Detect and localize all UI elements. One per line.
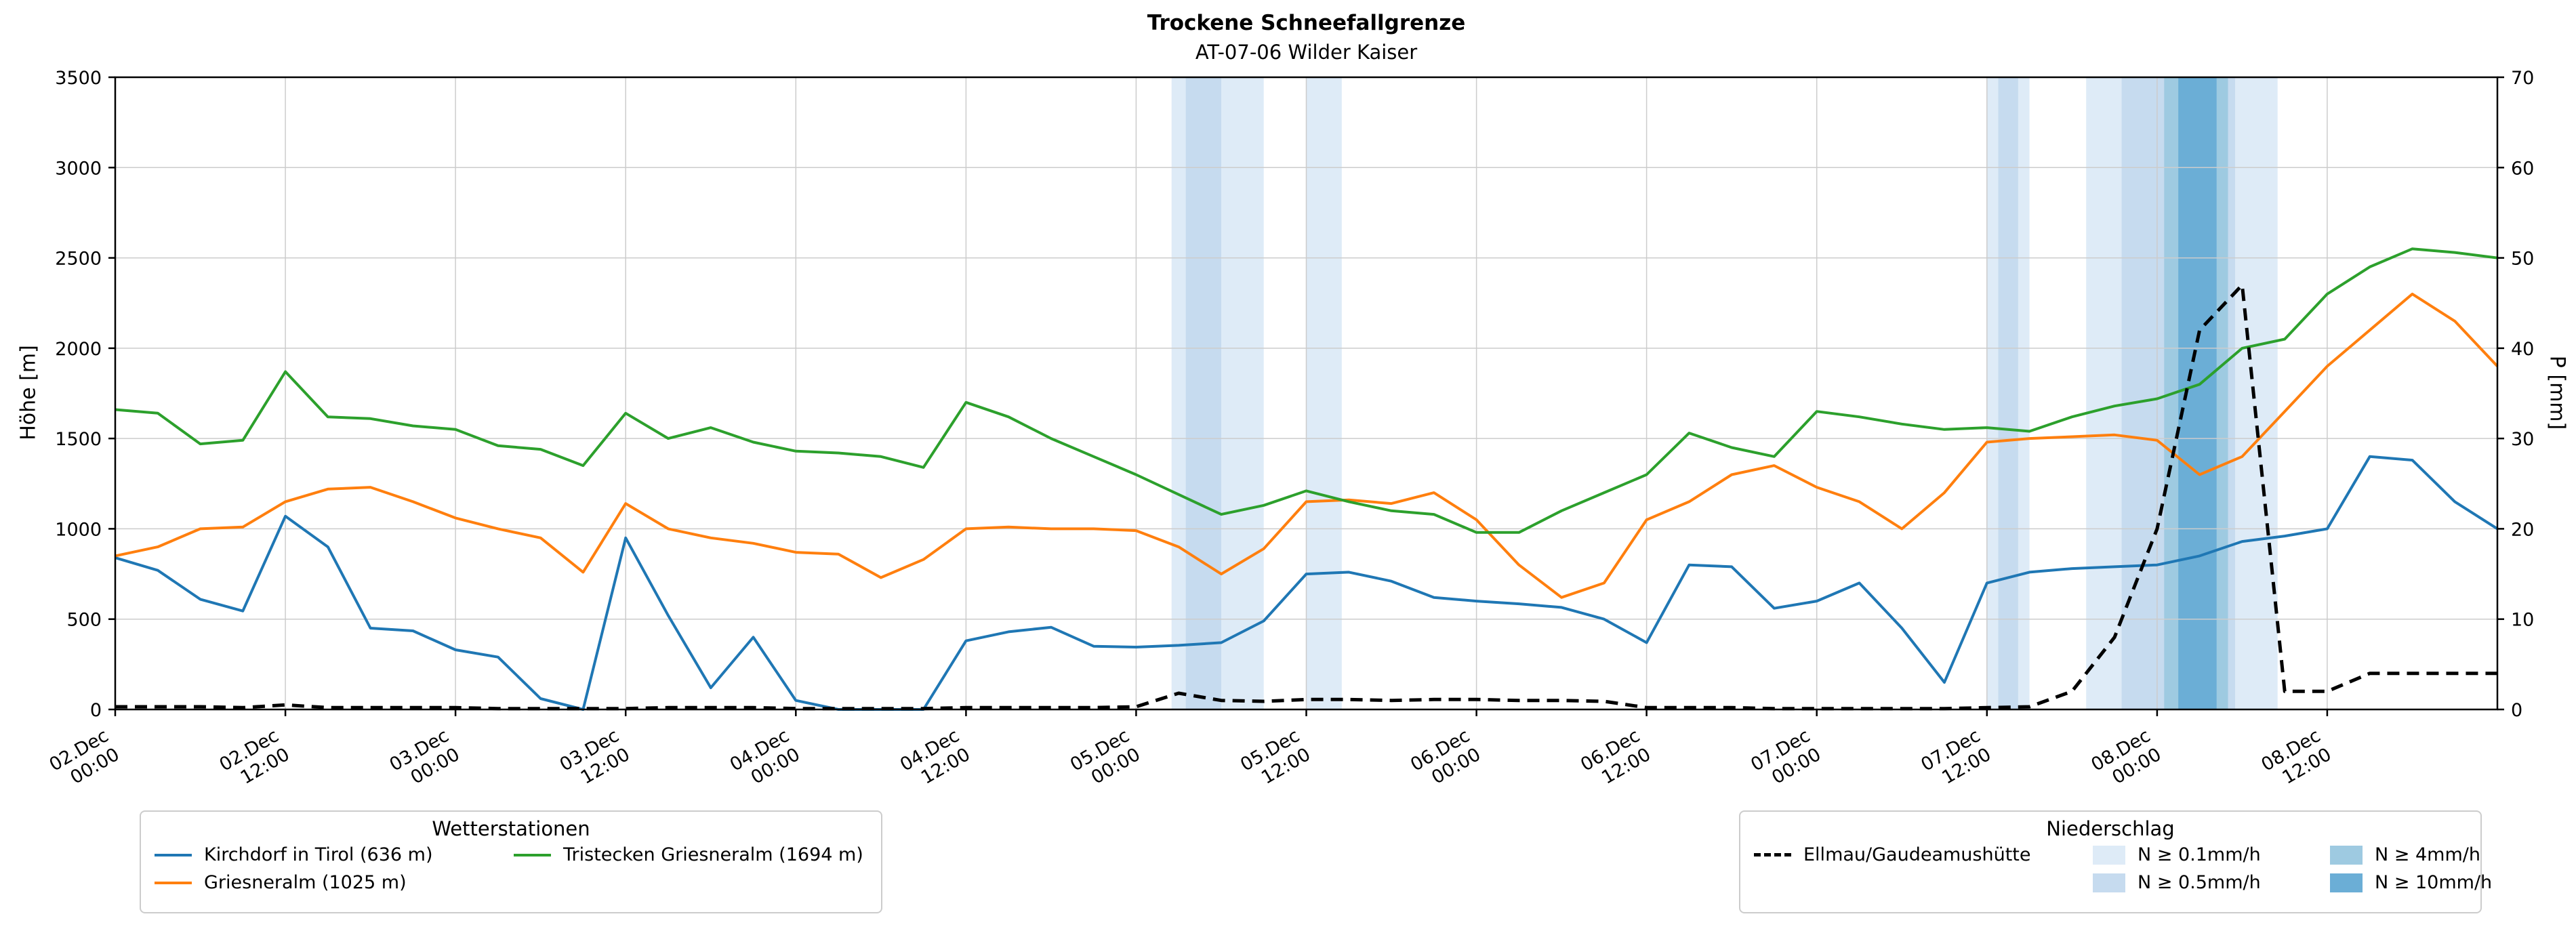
x-tick-label: 02.Dec00:00 — [46, 725, 123, 794]
series-line-0 — [115, 455, 2499, 711]
x-tick-label: 02.Dec12:00 — [216, 725, 293, 794]
x-tick-label: 08.Dec12:00 — [2257, 725, 2335, 794]
patch-swatch-n4 — [2330, 845, 2363, 865]
y-tick-label-right: 30 — [2511, 429, 2534, 450]
precip-band — [1306, 77, 1342, 709]
legend-stations-grid: Kirchdorf in Tirol (636 m) Griesneralm (… — [155, 844, 867, 893]
y-tick-label-right: 60 — [2511, 158, 2534, 179]
legend-item-n4: N ≥ 4mm/h — [2330, 844, 2499, 865]
legend-item-kirchdorf: Kirchdorf in Tirol (636 m) — [155, 844, 493, 865]
legend-precip-title: Niederschlag — [2046, 817, 2175, 840]
series-line-3 — [115, 283, 2497, 711]
patch-swatch-n10 — [2330, 873, 2363, 892]
y-tick-label-left: 2000 — [55, 339, 102, 360]
legend-item-n01: N ≥ 0.1mm/h — [2093, 844, 2310, 865]
legend-stations-title: Wetterstationen — [432, 817, 590, 840]
y-tick-label-left: 500 — [66, 610, 102, 631]
x-tick-label: 07.Dec00:00 — [1747, 725, 1824, 794]
x-tick-label: 06.Dec12:00 — [1577, 725, 1654, 794]
legend-label-ellmau: Ellmau/Gaudeamushütte — [1803, 844, 2031, 865]
y-tick-label-left: 2500 — [55, 249, 102, 270]
legend-precip: Niederschlag Ellmau/Gaudeamushütte N ≥ 0… — [1739, 810, 2492, 913]
y-tick-label-right: 50 — [2511, 249, 2534, 270]
x-tick-label: 05.Dec00:00 — [1067, 725, 1144, 794]
y-tick-label-right: 40 — [2511, 339, 2534, 360]
y-tick-label-left: 0 — [90, 700, 102, 721]
legend-label-griesneralm: Griesneralm (1025 m) — [204, 872, 407, 893]
y-tick-label-left: 3500 — [55, 68, 102, 89]
y-tick-label-left: 3000 — [55, 158, 102, 179]
precip-band — [2178, 77, 2217, 709]
legend-item-n05: N ≥ 0.5mm/h — [2093, 872, 2310, 893]
x-tick-label: 06.Dec00:00 — [1407, 725, 1484, 794]
chart-plot: 02.Dec00:00 02.Dec12:00 03.Dec00:00 03.Dec1… — [46, 68, 2535, 794]
legend-item-griesneralm: Griesneralm (1025 m) — [155, 872, 493, 893]
x-tick-label: 05.Dec12:00 — [1237, 725, 1314, 794]
x-tick-label: 04.Dec12:00 — [897, 725, 974, 794]
line-swatch-orange — [155, 881, 192, 884]
x-tick-label: 07.Dec12:00 — [1917, 725, 1995, 794]
legend-precip-grid: Ellmau/Gaudeamushütte N ≥ 0.1mm/h N ≥ 0.… — [1754, 844, 2492, 893]
patch-swatch-n05 — [2093, 873, 2125, 892]
legend-item-n10: N ≥ 10mm/h — [2330, 872, 2499, 893]
y-tick-label-right: 20 — [2511, 519, 2534, 540]
chart-subtitle: AT-07-06 Wilder Kaiser — [1195, 41, 1418, 64]
line-swatch-blue — [155, 853, 192, 856]
legend-label-n01: N ≥ 0.1mm/h — [2138, 844, 2261, 865]
y-tick-label-left: 1500 — [55, 429, 102, 450]
y-tick-label-right: 10 — [2511, 610, 2534, 631]
y-axis-label-right: P [mm] — [2545, 355, 2569, 430]
chart-title: Trockene Schneefallgrenze — [1147, 11, 1466, 35]
legend-label-n10: N ≥ 10mm/h — [2375, 872, 2493, 893]
y-tick-label-right: 0 — [2511, 700, 2522, 721]
x-tick-label: 08.Dec00:00 — [2087, 725, 2165, 794]
x-tick-label: 04.Dec00:00 — [727, 725, 804, 794]
legend-label-n05: N ≥ 0.5mm/h — [2138, 872, 2261, 893]
legend-label-kirchdorf: Kirchdorf in Tirol (636 m) — [204, 844, 433, 865]
x-tick-label: 03.Dec00:00 — [386, 725, 464, 794]
y-tick-label-left: 1000 — [55, 519, 102, 540]
legend-label-tristecken: Tristecken Griesneralm (1694 m) — [563, 844, 863, 865]
series-line-2 — [115, 247, 2498, 534]
y-tick-label-right: 70 — [2511, 68, 2534, 89]
legend-stations: Wetterstationen Kirchdorf in Tirol (636 … — [140, 810, 882, 913]
legend-label-n4: N ≥ 4mm/h — [2375, 844, 2480, 865]
precip-band — [1185, 77, 1221, 709]
patch-swatch-n01 — [2093, 845, 2125, 865]
x-tick-label: 03.Dec12:00 — [556, 725, 634, 794]
precip-band — [1998, 77, 2018, 709]
legend-item-tristecken: Tristecken Griesneralm (1694 m) — [514, 844, 880, 865]
series-line-1 — [115, 292, 2499, 599]
line-swatch-green — [514, 853, 551, 856]
dashed-line-swatch — [1754, 853, 1791, 856]
y-axis-label-left: Höhe [m] — [16, 345, 41, 440]
legend-item-ellmau: Ellmau/Gaudeamushütte — [1754, 844, 2072, 865]
